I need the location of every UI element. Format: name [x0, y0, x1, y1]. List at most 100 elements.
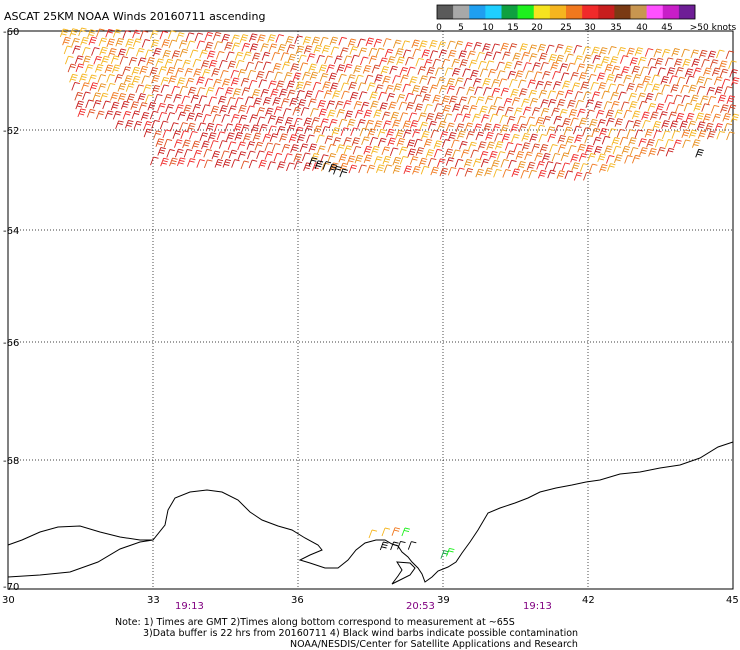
- wind-barb: [343, 55, 352, 65]
- wind-barb: [381, 111, 391, 121]
- colorbar-frame: [436, 4, 696, 20]
- lon-label: 33: [147, 595, 160, 606]
- wind-barb: [452, 149, 461, 159]
- wind-barb: [59, 28, 69, 38]
- wind-barb: [428, 120, 437, 130]
- wind-barb: [626, 129, 636, 138]
- wind-barb: [546, 126, 556, 135]
- wind-barb: [306, 53, 316, 62]
- wind-barb: [617, 47, 626, 56]
- wind-barb: [186, 158, 196, 167]
- wind-barb: [728, 60, 737, 70]
- wind-barb: [714, 86, 724, 96]
- wind-barb: [215, 87, 224, 96]
- wind-barb: [193, 68, 202, 78]
- wind-barb: [445, 157, 455, 166]
- wind-barb: [328, 118, 338, 128]
- wind-barb: [108, 48, 117, 57]
- wind-barb: [415, 147, 425, 156]
- lat-label: -64: [3, 226, 19, 237]
- wind-barb: [580, 81, 589, 91]
- wind-barb: [637, 92, 646, 102]
- wind-barb: [155, 58, 164, 68]
- wind-barb: [122, 66, 131, 75]
- colorbar-swatch: [453, 5, 470, 19]
- wind-barb: [578, 72, 588, 81]
- wind-barb: [493, 168, 502, 178]
- wind-barb: [141, 39, 151, 48]
- wind-barb-contaminated: [379, 541, 389, 551]
- wind-barb: [254, 61, 264, 70]
- wind-barb: [373, 38, 383, 48]
- wind-barb: [362, 65, 372, 74]
- wind-barb: [157, 147, 166, 156]
- wind-barb: [131, 75, 141, 85]
- wind-barb: [294, 35, 303, 44]
- wind-barb: [366, 82, 376, 91]
- wind-barb: [374, 74, 383, 83]
- wind-barb: [531, 143, 541, 153]
- wind-barb: [432, 58, 441, 68]
- wind-barb: [169, 157, 178, 167]
- wind-barb: [222, 159, 232, 168]
- wind-barb: [452, 103, 461, 113]
- wind-barb: [547, 98, 557, 108]
- wind-barb: [500, 124, 509, 134]
- wind-barb: [336, 109, 345, 118]
- wind-barb: [503, 98, 513, 107]
- wind-barb: [573, 172, 583, 181]
- wind-barb: [180, 130, 189, 139]
- wind-barb: [317, 99, 326, 109]
- wind-barb: [520, 170, 529, 179]
- wind-barb: [231, 159, 240, 168]
- wind-barb: [420, 165, 430, 175]
- wind-barb: [523, 62, 532, 71]
- wind-barb: [216, 131, 226, 140]
- wind-barb-contaminated: [695, 148, 704, 158]
- wind-barb: [264, 151, 274, 160]
- wind-barb: [369, 136, 379, 146]
- lon-label: 30: [2, 595, 15, 606]
- wind-barb: [578, 153, 588, 162]
- wind-barb: [306, 134, 315, 144]
- wind-barb: [589, 118, 598, 128]
- wind-barb: [496, 61, 505, 71]
- wind-barb: [369, 91, 378, 101]
- wind-barb: [540, 99, 549, 108]
- wind-barb: [158, 66, 168, 75]
- wind-barb: [249, 43, 259, 52]
- wind-barb: [162, 49, 171, 59]
- wind-barb: [444, 67, 454, 77]
- wind-barb: [526, 161, 536, 171]
- wind-barb: [343, 145, 353, 154]
- wind-barb: [703, 67, 712, 77]
- wind-barb: [459, 59, 468, 68]
- wind-barb: [396, 93, 406, 103]
- wind-barb: [482, 78, 491, 87]
- wind-barb: [166, 112, 176, 121]
- wind-barb: [258, 159, 267, 169]
- wind-barb: [319, 36, 329, 46]
- wind-barb: [371, 64, 381, 74]
- wind-barb: [92, 99, 102, 109]
- wind-barb: [381, 146, 391, 156]
- wind-barb: [723, 86, 733, 95]
- wind-barb: [246, 141, 256, 150]
- wind-barb: [609, 56, 619, 65]
- wind-barb: [409, 156, 419, 165]
- wind-barb: [84, 64, 94, 73]
- wind-barb: [499, 114, 508, 124]
- wind-barb: [424, 103, 433, 113]
- wind-barb: [403, 129, 412, 139]
- wind-barb: [626, 82, 635, 92]
- wind-barb: [536, 124, 546, 134]
- wind-barb: [543, 81, 553, 90]
- wind-barb: [465, 130, 475, 140]
- wind-barb: [607, 83, 617, 93]
- wind-barb: [302, 71, 311, 81]
- wind-barb: [648, 66, 657, 75]
- wind-barb: [327, 153, 337, 162]
- wind-barb: [198, 95, 208, 104]
- wind-barb: [488, 105, 497, 114]
- wind-barb: [143, 121, 153, 130]
